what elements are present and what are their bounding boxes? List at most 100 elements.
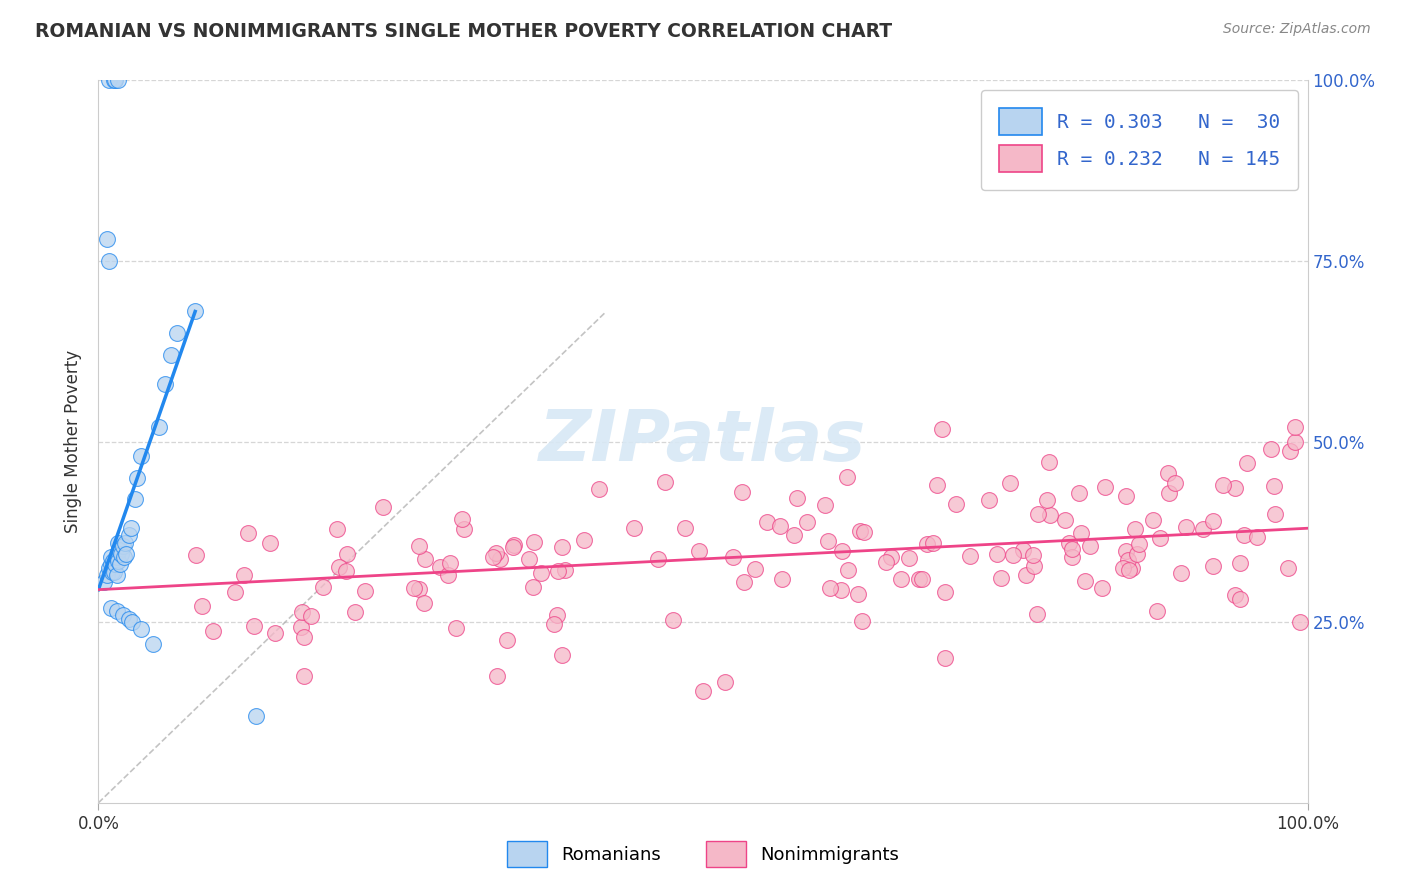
Point <box>1054 513 1077 527</box>
Point <box>959 549 981 564</box>
Point <box>1263 479 1285 493</box>
Point <box>1264 507 1286 521</box>
Point <box>343 605 366 619</box>
Point <box>1074 574 1097 588</box>
Point <box>1128 537 1150 551</box>
Point <box>105 568 128 582</box>
Point <box>1157 467 1180 481</box>
Text: Source: ZipAtlas.com: Source: ZipAtlas.com <box>1223 22 1371 37</box>
Point <box>112 550 135 565</box>
Point <box>160 348 183 362</box>
Point <box>925 478 948 492</box>
Point <box>1126 547 1149 561</box>
Point <box>1094 480 1116 494</box>
Point <box>673 521 696 535</box>
Point <box>1289 615 1312 629</box>
Point <box>889 572 911 586</box>
Point <box>849 524 872 538</box>
Point <box>1225 588 1247 602</box>
Point <box>1278 444 1301 458</box>
Point <box>233 568 256 582</box>
Point <box>245 709 267 723</box>
Point <box>120 521 142 535</box>
Point <box>1284 434 1306 449</box>
Point <box>977 493 1000 508</box>
Point <box>224 584 246 599</box>
Point <box>1202 558 1225 573</box>
Point <box>1233 528 1256 542</box>
Point <box>786 491 808 505</box>
Point <box>1070 526 1092 541</box>
Point <box>623 521 645 535</box>
Point <box>489 552 512 566</box>
Point <box>502 540 524 554</box>
Point <box>1015 567 1038 582</box>
Point <box>1229 592 1251 607</box>
Point <box>184 548 207 562</box>
Point <box>1000 476 1022 491</box>
Point <box>1038 454 1060 468</box>
Point <box>105 604 128 618</box>
Point <box>98 73 121 87</box>
Point <box>1090 581 1112 595</box>
Point <box>898 550 921 565</box>
Point <box>312 580 335 594</box>
Point <box>191 599 214 614</box>
Point <box>129 449 152 463</box>
Point <box>259 536 281 550</box>
Point <box>543 617 565 632</box>
Point <box>574 533 596 547</box>
Point <box>846 587 869 601</box>
Point <box>1057 536 1080 550</box>
Point <box>292 630 315 644</box>
Point <box>1125 522 1147 536</box>
Point <box>837 563 859 577</box>
Point <box>931 422 953 436</box>
Point <box>292 669 315 683</box>
Point <box>121 615 143 630</box>
Point <box>495 632 517 647</box>
Point <box>1229 556 1251 570</box>
Point <box>796 515 818 529</box>
Point <box>100 600 122 615</box>
Point <box>522 580 544 594</box>
Point <box>166 326 188 340</box>
Point <box>1036 492 1059 507</box>
Point <box>945 497 967 511</box>
Point <box>325 522 347 536</box>
Point <box>103 73 125 87</box>
Point <box>1002 548 1025 562</box>
Point <box>1142 513 1164 527</box>
Point <box>783 527 806 541</box>
Point <box>98 561 121 575</box>
Point <box>104 558 127 572</box>
Point <box>100 558 122 572</box>
Point <box>830 582 852 597</box>
Point <box>1022 548 1045 562</box>
Point <box>111 539 134 553</box>
Point <box>1170 566 1192 580</box>
Point <box>1260 442 1282 456</box>
Legend: Romanians, Nonimmigrants: Romanians, Nonimmigrants <box>499 834 907 874</box>
Point <box>730 484 752 499</box>
Point <box>114 535 136 549</box>
Point <box>486 669 509 683</box>
Point <box>1175 520 1198 534</box>
Point <box>523 535 546 549</box>
Point <box>1246 530 1268 544</box>
Point <box>551 540 574 554</box>
Point <box>107 554 129 568</box>
Point <box>1157 485 1180 500</box>
Point <box>142 637 165 651</box>
Text: ROMANIAN VS NONIMMIGRANTS SINGLE MOTHER POVERTY CORRELATION CHART: ROMANIAN VS NONIMMIGRANTS SINGLE MOTHER … <box>35 22 893 41</box>
Point <box>1011 543 1033 558</box>
Point <box>1022 559 1045 574</box>
Point <box>202 624 225 638</box>
Point <box>108 542 131 557</box>
Point <box>714 675 737 690</box>
Point <box>1164 476 1187 491</box>
Point <box>911 572 934 586</box>
Point <box>1202 514 1225 528</box>
Point <box>335 565 357 579</box>
Point <box>148 420 170 434</box>
